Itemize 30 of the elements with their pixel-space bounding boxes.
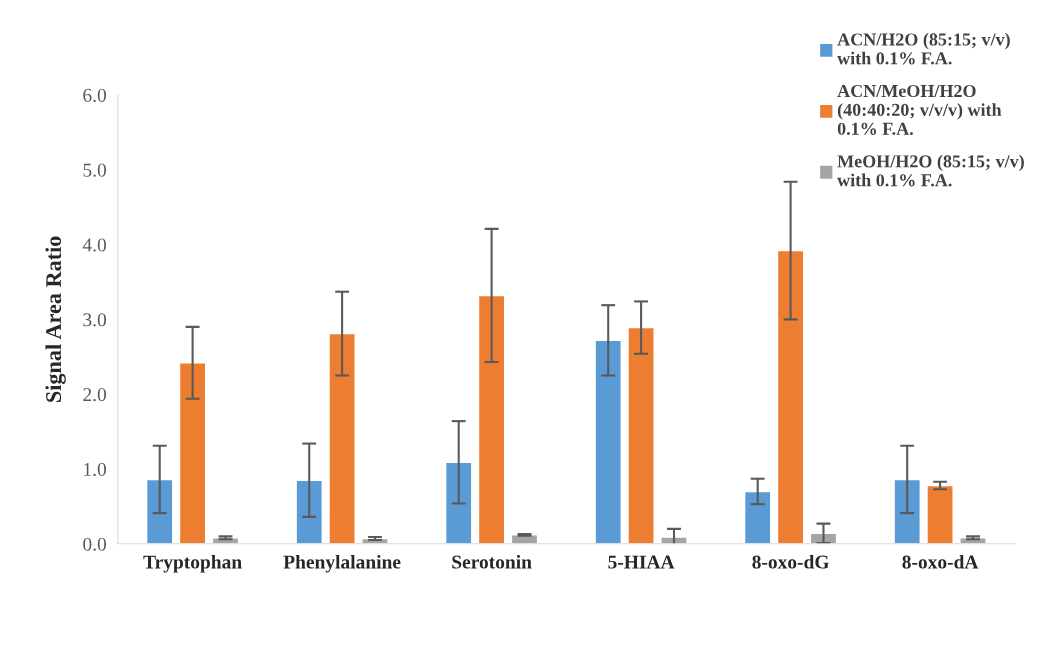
bar: [776, 249, 805, 544]
x-tick-label: 8-oxo-dG: [752, 554, 829, 569]
bar: [477, 294, 506, 544]
y-tick-label: 4.0: [82, 238, 107, 252]
bar: [178, 362, 207, 544]
bar: [295, 479, 323, 544]
bar: [328, 332, 356, 544]
y-tick-label: 5.0: [83, 163, 107, 177]
y-tick-label: 3.0: [83, 313, 107, 327]
bar: [743, 490, 772, 544]
bar: [893, 478, 921, 544]
bar: [145, 478, 174, 544]
x-tick-label: 8-oxo-dA: [902, 554, 979, 569]
x-tick-label: Tryptophan: [143, 554, 242, 573]
y-axis-title: Signal Area Ratio: [45, 236, 66, 402]
bar: [594, 339, 622, 544]
legend-label: ACN/MeOH/H2O (40:40:20; v/v/v) with 0.1% F.A.: [837, 84, 1002, 135]
y-tick-label: 0.0: [83, 537, 107, 551]
bar: [660, 536, 688, 544]
y-tick-label: 2.0: [83, 388, 107, 402]
legend-label: ACN/H2O (85:15; v/v) with 0.1% F.A.: [837, 32, 1010, 65]
bar: [926, 484, 954, 544]
y-tick-label: 1.0: [84, 462, 107, 477]
legend-label: MeOH/H2O (85:15; v/v) with 0.1% F.A.: [837, 154, 1024, 187]
x-tick-label: Phenylalanine: [283, 554, 401, 573]
bar: [444, 461, 473, 544]
x-tick-label: 5-HIAA: [608, 555, 675, 569]
x-tick-label: Serotonin: [452, 554, 532, 569]
bar: [627, 326, 655, 544]
y-tick-label: 6.0: [83, 88, 107, 102]
